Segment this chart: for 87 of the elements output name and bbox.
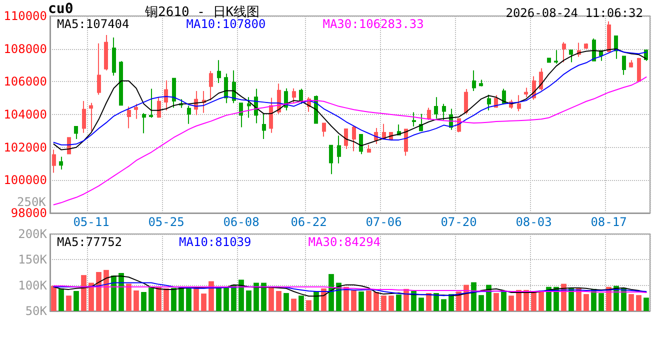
y-tick-label: 100K xyxy=(18,278,48,292)
candlestick xyxy=(427,107,431,120)
candlestick xyxy=(344,128,348,150)
candlestick xyxy=(239,102,243,128)
candlestick xyxy=(322,122,326,138)
candlestick xyxy=(187,105,191,124)
candlestick xyxy=(74,125,78,140)
text: MA30:106283.33 xyxy=(322,17,424,31)
y-tick-label: 110000 xyxy=(4,9,47,23)
x-tick-label: 06-22 xyxy=(290,215,327,229)
chart-subtitle: 2026-08-24 11:06:32 xyxy=(506,6,644,20)
candlestick xyxy=(434,96,438,119)
x-tick-label: 05-11 xyxy=(73,215,110,229)
x-tick-label: 08-03 xyxy=(516,215,552,229)
candlestick xyxy=(629,60,633,68)
candlestick xyxy=(119,60,123,106)
candlestick xyxy=(442,103,446,120)
x-tick-label: 06-08 xyxy=(223,215,260,229)
text: MA10:107800 xyxy=(186,17,266,31)
x-tick-label: 05-25 xyxy=(148,215,184,229)
candlestick xyxy=(97,42,101,96)
x-tick-label: 07-20 xyxy=(440,215,477,229)
candlestick xyxy=(517,94,521,112)
annotation: cu0 xyxy=(48,1,74,17)
candlestick xyxy=(209,70,213,101)
candlestick xyxy=(352,125,356,152)
candlestick xyxy=(292,88,296,104)
candlestick xyxy=(479,79,483,87)
candlestick xyxy=(607,20,611,53)
candlestick xyxy=(472,70,476,92)
candlestick xyxy=(464,88,468,114)
y-tick-label: 98000 xyxy=(10,206,47,220)
candlestick xyxy=(554,50,558,64)
candlestick xyxy=(134,103,138,120)
x-tick-label: 07-06 xyxy=(366,215,402,229)
candlestick xyxy=(217,60,221,84)
candlestick xyxy=(149,88,153,118)
candlestick xyxy=(419,113,423,132)
text: MA5:107404 xyxy=(57,17,130,31)
candlestick xyxy=(524,87,528,98)
text: MA10:81039 xyxy=(179,235,252,249)
candlestick xyxy=(104,34,108,71)
text: MA30:84294 xyxy=(308,235,381,249)
candlestick xyxy=(637,57,641,82)
candlestick xyxy=(329,144,333,175)
candlestick xyxy=(262,113,266,140)
candlestick xyxy=(142,112,146,134)
candlestick xyxy=(569,50,573,63)
y-tick-label: 106000 xyxy=(4,74,47,89)
chart-title: 铜2610 - 日K线图 xyxy=(144,5,260,20)
y-tick-label: 102000 xyxy=(4,140,47,154)
x-tick-label: 08-17 xyxy=(590,215,627,229)
y-tick-label: 104000 xyxy=(4,108,47,122)
candlestick xyxy=(172,78,176,108)
y-tick-label: 100000 xyxy=(4,173,47,188)
text: 250K xyxy=(17,195,47,209)
candlestick xyxy=(164,80,168,111)
candlestick xyxy=(539,68,543,91)
y-tick-label: 50K xyxy=(25,304,48,318)
candlestick xyxy=(622,56,626,76)
candlestick xyxy=(89,102,93,132)
candlestick xyxy=(367,144,371,153)
candlestick xyxy=(562,42,566,63)
candlestick xyxy=(412,112,416,127)
candlestick xyxy=(224,73,228,104)
candlestick xyxy=(359,134,363,155)
candlestick xyxy=(502,88,506,105)
y-tick-label: 200K xyxy=(18,227,48,241)
candlestick xyxy=(487,94,491,111)
candlestick xyxy=(584,42,588,50)
candlestick xyxy=(52,149,56,174)
candlestick xyxy=(112,37,116,76)
line-series xyxy=(53,285,647,294)
text: MA5:77752 xyxy=(57,235,122,249)
line-series xyxy=(53,76,647,206)
candlestick xyxy=(232,70,236,104)
candlestick xyxy=(82,100,86,134)
candlestick xyxy=(59,156,63,170)
candlestick xyxy=(337,135,341,164)
y-tick-label: 108000 xyxy=(4,42,47,56)
candlestick xyxy=(247,96,251,118)
candlestick xyxy=(269,97,273,134)
candlestick xyxy=(157,96,161,118)
candlestick xyxy=(547,58,551,63)
candlestick xyxy=(592,38,596,62)
candlestick xyxy=(127,106,131,129)
y-tick-label: 150K xyxy=(18,252,48,267)
